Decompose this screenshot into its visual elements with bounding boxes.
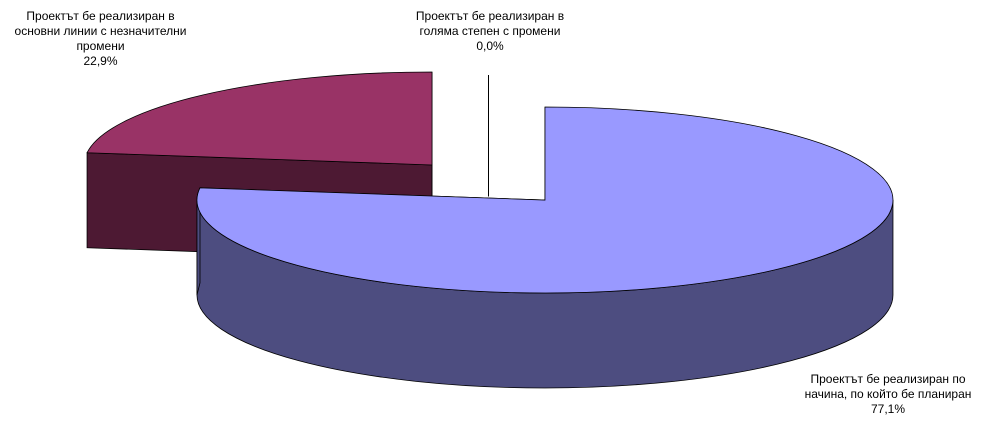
slice-top xyxy=(196,106,894,294)
category-label: Проектът бе реализиран по начина, по кой… xyxy=(804,372,972,401)
slice-top xyxy=(86,71,433,166)
slice-label: Проектът бе реализиран в основни линии с… xyxy=(13,9,188,69)
slice-label: Проектът бе реализиран в голяма степен с… xyxy=(400,9,580,54)
category-label: Проектът бе реализиран в голяма степен с… xyxy=(415,9,565,38)
value-label: 77,1% xyxy=(870,402,906,416)
value-label: 0,0% xyxy=(476,39,504,53)
slice-label: Проектът бе реализиран по начина, по кой… xyxy=(788,372,988,417)
value-label: 22,9% xyxy=(83,54,118,68)
pie-slice xyxy=(196,106,894,389)
category-label: Проектът бе реализиран в основни линии с… xyxy=(14,9,187,53)
